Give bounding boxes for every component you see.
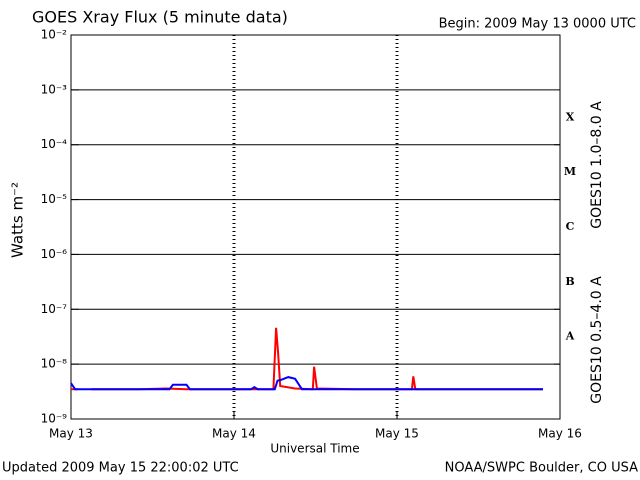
y-tick-label: 10⁻² <box>41 28 68 42</box>
y-tick-label: 10⁻⁶ <box>41 247 68 261</box>
plot-frame <box>70 34 561 420</box>
series-line <box>70 376 543 391</box>
x-tick-label: May 14 <box>212 427 256 441</box>
x-axis-label: Universal Time <box>270 442 359 456</box>
x-tick-label: May 13 <box>49 427 93 441</box>
chart-title: GOES Xray Flux (5 minute data) <box>32 8 288 27</box>
flare-class-label: C <box>566 220 575 233</box>
flare-class-label: B <box>565 275 574 288</box>
y-tick-label: 10⁻⁹ <box>41 412 68 426</box>
x-tick-label: May 15 <box>375 427 419 441</box>
legend-entry: GOES10 0.5–4.0 A <box>589 276 605 404</box>
y-tick-label: 10⁻⁸ <box>41 357 68 371</box>
footer-left: Updated 2009 May 15 22:00:02 UTC <box>2 461 239 476</box>
footer-right: NOAA/SWPC Boulder, CO USA <box>445 461 638 476</box>
chart-subtitle: Begin: 2009 May 13 0000 UTC <box>439 17 636 32</box>
legend-entry: GOES10 1.0–8.0 A <box>589 101 605 229</box>
y-tick-label: 10⁻⁵ <box>41 192 68 206</box>
x-tick-label: May 16 <box>538 427 582 441</box>
flare-class-label: X <box>566 110 575 123</box>
series-line <box>71 327 543 391</box>
flare-class-label: M <box>564 165 576 178</box>
y-tick-label: 10⁻⁴ <box>41 137 68 151</box>
y-axis-label: Watts m⁻² <box>9 182 27 258</box>
flare-class-label: A <box>565 330 575 343</box>
y-tick-label: 10⁻³ <box>41 82 68 96</box>
y-tick-label: 10⁻⁷ <box>41 302 68 316</box>
